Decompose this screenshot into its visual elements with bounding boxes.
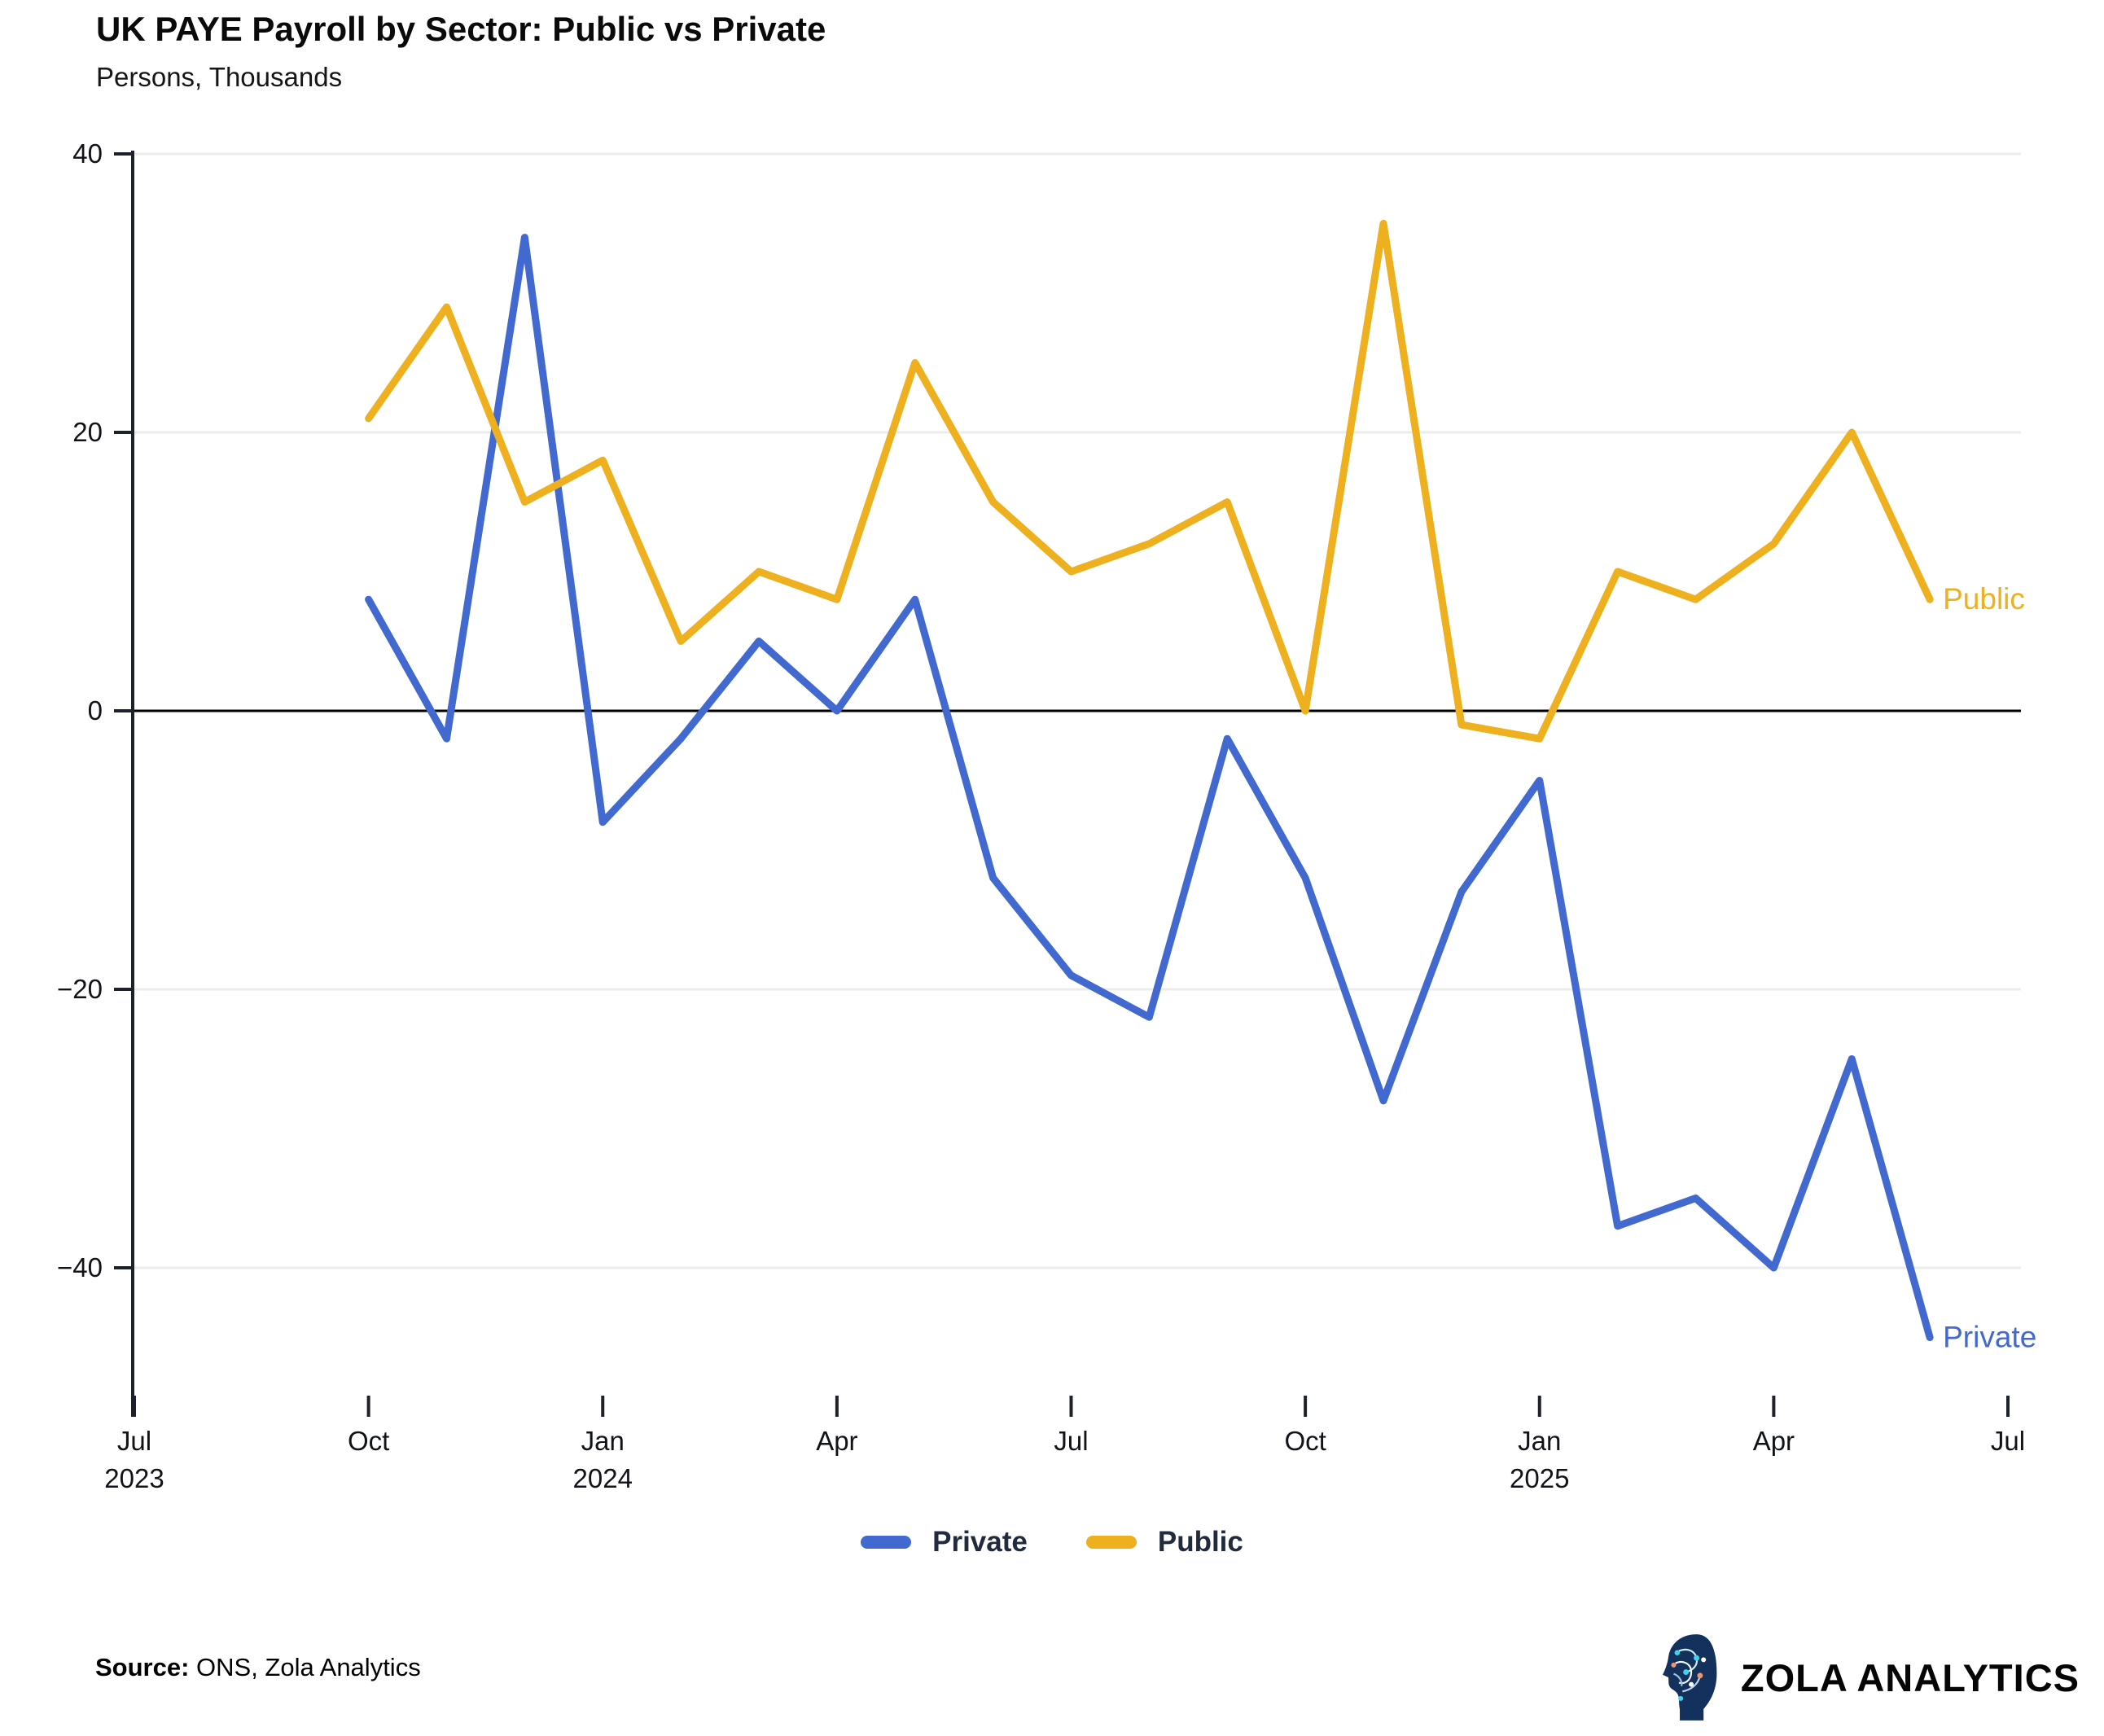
source-note: Source: ONS, Zola Analytics	[95, 1653, 421, 1682]
x-tick-year: 2025	[1510, 1463, 1569, 1493]
chart-legend: Private Public	[0, 1526, 2104, 1558]
x-tick-year: 2024	[573, 1463, 633, 1493]
brand-lockup: ZOLA ANALYTICS	[1661, 1633, 2080, 1721]
x-tick-label: Jul	[117, 1426, 151, 1456]
source-label: Source:	[95, 1653, 190, 1681]
page-title: UK PAYE Payroll by Sector: Public vs Pri…	[96, 10, 826, 48]
y-tick-label--20: −20	[57, 974, 103, 1004]
x-tick-label: Oct	[1284, 1426, 1326, 1456]
brand-name: ZOLA ANALYTICS	[1740, 1655, 2080, 1699]
y-tick-label-20: 20	[72, 417, 103, 447]
legend-item-public: Public	[1085, 1526, 1243, 1558]
chart-subtitle: Persons, Thousands	[96, 62, 343, 92]
x-tick-label: Apr	[1753, 1426, 1795, 1456]
source-text: ONS, Zola Analytics	[189, 1653, 421, 1681]
y-tick-label-0: 0	[88, 695, 103, 726]
x-tick-label: Jul	[1054, 1426, 1088, 1456]
legend-swatch-public	[1085, 1536, 1137, 1549]
series-label-public: Public	[1943, 582, 2025, 616]
legend-label-public: Public	[1157, 1526, 1243, 1558]
series-label-private: Private	[1943, 1321, 2036, 1354]
x-tick-label: Jan	[1518, 1426, 1561, 1456]
y-tick-label--40: −40	[57, 1252, 103, 1282]
legend-label-private: Private	[932, 1526, 1028, 1558]
line-private	[365, 234, 1934, 1341]
x-tick-year: 2023	[104, 1463, 164, 1493]
brain-circuit-head-icon	[1662, 1634, 1717, 1721]
y-tick-label-40: 40	[72, 138, 103, 169]
x-tick-label: Oct	[348, 1426, 389, 1456]
line-public	[365, 220, 1934, 743]
line-chart: 40 20 0 −20 −40 Jul 2023 Oct Jan 2024 Apr Jul Oct Jan…	[57, 138, 2036, 1493]
x-tick-label: Apr	[816, 1426, 857, 1456]
x-tick-label: Jul	[1991, 1426, 2025, 1456]
legend-swatch-private	[861, 1536, 912, 1549]
legend-item-private: Private	[861, 1526, 1028, 1558]
x-tick-label: Jan	[581, 1426, 625, 1456]
